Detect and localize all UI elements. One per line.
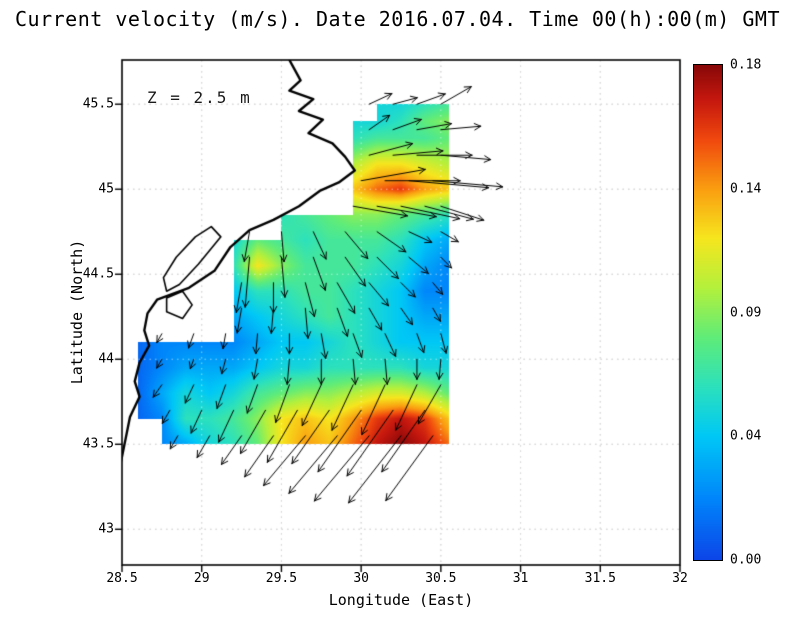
y-tick-label: 44 bbox=[98, 351, 114, 367]
y-tick-label: 43.5 bbox=[82, 436, 114, 452]
x-axis-label: Longitude (East) bbox=[328, 591, 474, 609]
colorbar-tick-label: 0.14 bbox=[730, 181, 762, 197]
colorbar-tick-label: 0.18 bbox=[730, 57, 762, 73]
x-tick-label: 31 bbox=[512, 571, 529, 586]
depth-annotation: Z = 2.5 m bbox=[147, 88, 252, 107]
colorbar-tick-label: 0.09 bbox=[730, 305, 762, 320]
y-axis-label: Latitude (North) bbox=[68, 239, 86, 385]
x-tick-label: 29 bbox=[193, 571, 210, 586]
colorbar-tick-label: 0.04 bbox=[730, 428, 762, 444]
chart-title: Current velocity (m/s). Date 2016.07.04.… bbox=[15, 7, 781, 31]
x-tick-label: 32 bbox=[672, 571, 688, 586]
x-tick-label: 29.5 bbox=[265, 571, 298, 586]
x-tick-label: 30.5 bbox=[425, 571, 457, 586]
x-tick-label: 30 bbox=[353, 571, 369, 586]
y-tick-label: 43 bbox=[98, 521, 114, 537]
x-tick-label: 28.5 bbox=[106, 571, 138, 586]
x-tick-label: 31.5 bbox=[584, 571, 616, 586]
y-tick-label: 44.5 bbox=[82, 266, 114, 282]
colorbar bbox=[693, 64, 723, 561]
colorbar-tick-label: 0.00 bbox=[730, 552, 762, 568]
y-tick-label: 45.5 bbox=[82, 96, 114, 112]
y-tick-label: 45 bbox=[98, 181, 114, 197]
